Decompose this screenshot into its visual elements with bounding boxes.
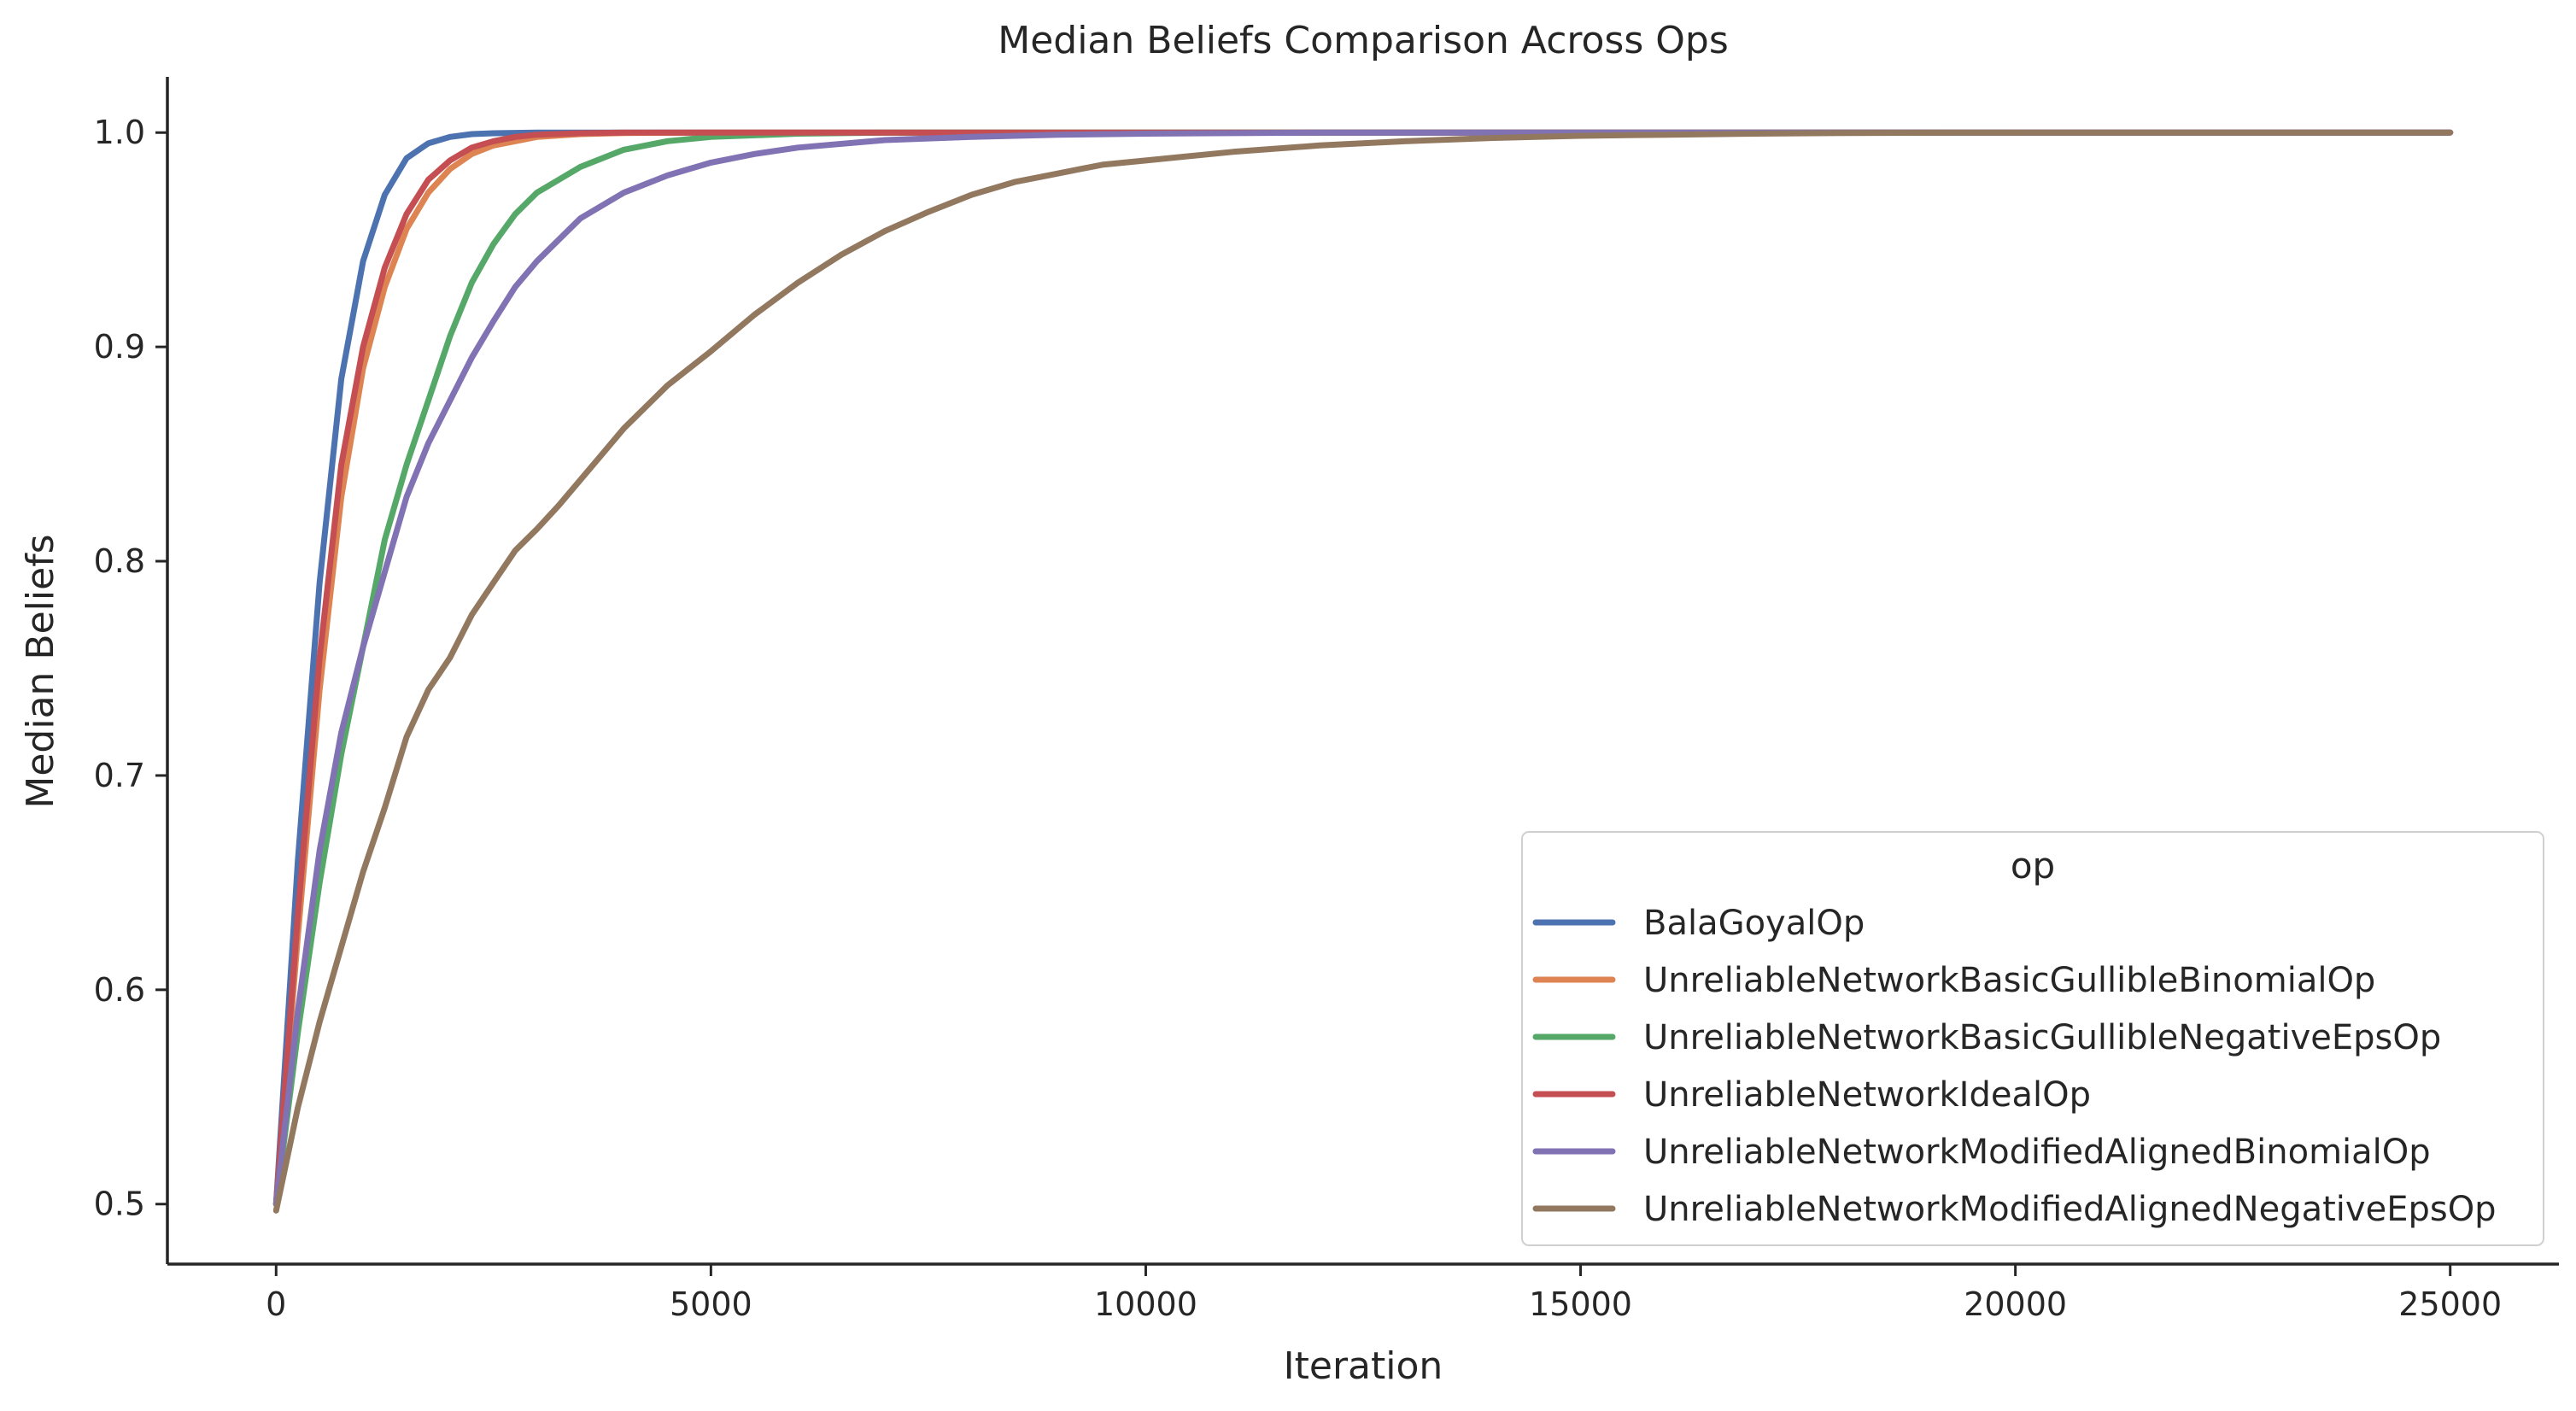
series-line-5 <box>272 129 2454 1208</box>
legend: op BalaGoyalOp UnreliableNetworkBasicGulli… <box>1521 831 2544 1246</box>
legend-label-6: UnreliableNetworkModifiedAlignedNegative… <box>1643 1190 2497 1229</box>
y-tick-label: 0.5 <box>94 1186 145 1223</box>
legend-label-4: UnreliableNetworkIdealOp <box>1643 1075 2091 1115</box>
y-axis: 0.5 0.6 0.7 0.8 0.9 1.0 <box>94 77 169 1264</box>
series-line-4 <box>272 129 2454 1208</box>
legend-title: op <box>2011 845 2055 887</box>
legend-label-2: UnreliableNetworkBasicGullibleBinomialOp <box>1643 961 2375 1000</box>
y-tick-label: 0.6 <box>94 971 145 1009</box>
x-tick-label: 15000 <box>1529 1285 1632 1323</box>
x-tick-label: 0 <box>266 1285 286 1323</box>
legend-label-3: UnreliableNetworkBasicGullibleNegativeEp… <box>1643 1018 2441 1057</box>
y-tick-label: 0.7 <box>94 757 145 794</box>
legend-box <box>1521 831 2544 1246</box>
x-axis: 0 5000 10000 15000 20000 25000 <box>167 1262 2559 1323</box>
y-tick-label: 0.8 <box>94 542 145 580</box>
series-line-6 <box>272 129 2454 1214</box>
x-tick-label: 5000 <box>670 1285 752 1323</box>
plot-area <box>272 129 2454 1214</box>
x-axis-label: Iteration <box>1284 1344 1443 1388</box>
x-tick-label: 10000 <box>1094 1285 1197 1323</box>
x-tick-label: 20000 <box>1964 1285 2067 1323</box>
y-axis-label: Median Beliefs <box>19 534 62 808</box>
y-tick-label: 0.9 <box>94 328 145 366</box>
series-line-3 <box>272 129 2454 1208</box>
chart-title: Median Beliefs Comparison Across Ops <box>998 19 1729 62</box>
y-tick-label: 1.0 <box>94 114 145 151</box>
legend-label-1: BalaGoyalOp <box>1643 904 1865 943</box>
legend-label-5: UnreliableNetworkModifiedAlignedBinomial… <box>1643 1133 2431 1172</box>
x-tick-label: 25000 <box>2398 1285 2502 1323</box>
